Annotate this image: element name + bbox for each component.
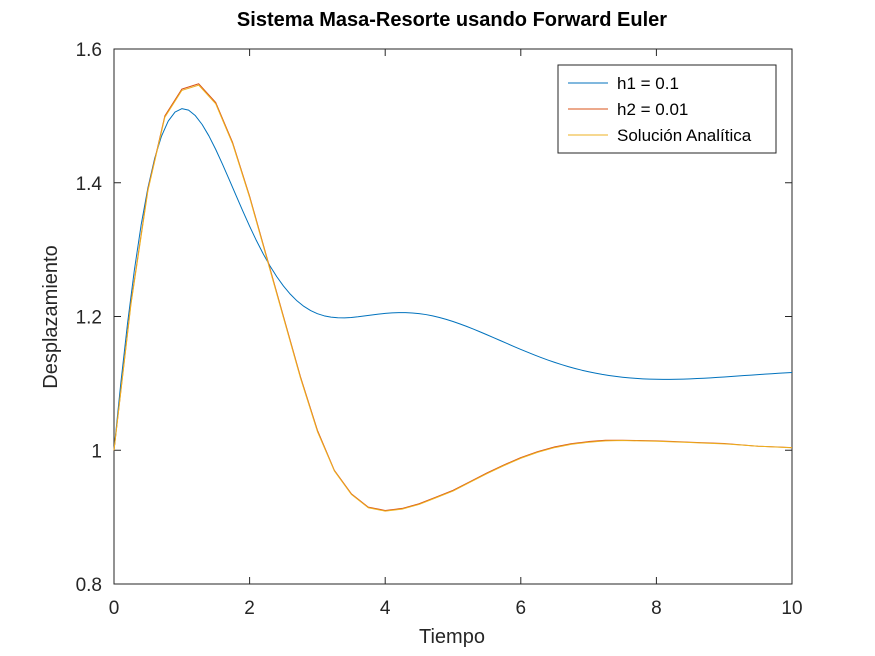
y-tick-label: 1.2 bbox=[76, 308, 102, 329]
series-line-1 bbox=[113, 108, 793, 451]
legend: h1 = 0.1 h2 = 0.01 Solución Analítica bbox=[557, 64, 777, 154]
y-tick-label: 1.6 bbox=[76, 40, 102, 61]
chart-title: Sistema Masa-Resorte usando Forward Eule… bbox=[237, 9, 667, 31]
y-tick-label: 1 bbox=[91, 441, 102, 462]
y-axis-label: Desplazamiento bbox=[40, 245, 62, 388]
y-tick-label: 1.4 bbox=[76, 174, 103, 195]
legend-label-3: Solución Analítica bbox=[617, 126, 752, 145]
series-line-3 bbox=[113, 84, 793, 512]
y-tick-label: 0.8 bbox=[76, 575, 102, 596]
legend-label-1: h1 = 0.1 bbox=[617, 74, 679, 93]
x-tick-label: 2 bbox=[244, 598, 255, 619]
x-tick-label: 0 bbox=[109, 598, 120, 619]
x-tick-label: 4 bbox=[380, 598, 391, 619]
x-axis-label: Tiempo bbox=[419, 626, 485, 648]
x-tick-label: 6 bbox=[516, 598, 527, 619]
x-tick-label: 10 bbox=[781, 598, 802, 619]
legend-label-2: h2 = 0.01 bbox=[617, 100, 688, 119]
x-tick-label: 8 bbox=[651, 598, 662, 619]
